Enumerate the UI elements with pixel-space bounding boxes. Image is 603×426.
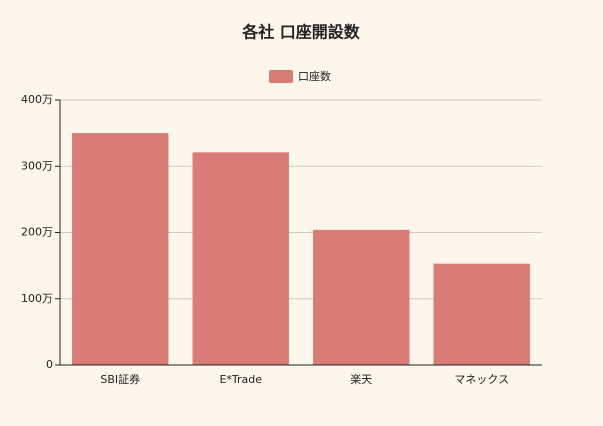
bar [192,152,289,365]
x-tick-label: 楽天 [350,373,372,386]
legend-label: 口座数 [298,69,331,83]
y-tick-label: 200万 [21,226,53,239]
x-tick-label: マネックス [454,373,509,386]
y-tick-label: 300万 [21,159,53,172]
y-tick-label: 100万 [21,292,53,305]
chart-title: 各社 口座開設数 [241,23,361,42]
bar [433,263,530,365]
y-tick-label: 400万 [21,93,53,106]
bar [313,229,410,365]
legend-swatch [269,70,293,83]
bar [72,133,169,365]
x-tick-label: SBI証券 [100,372,140,386]
x-tick-label: E*Trade [219,373,262,386]
y-tick-label: 0 [46,358,53,371]
